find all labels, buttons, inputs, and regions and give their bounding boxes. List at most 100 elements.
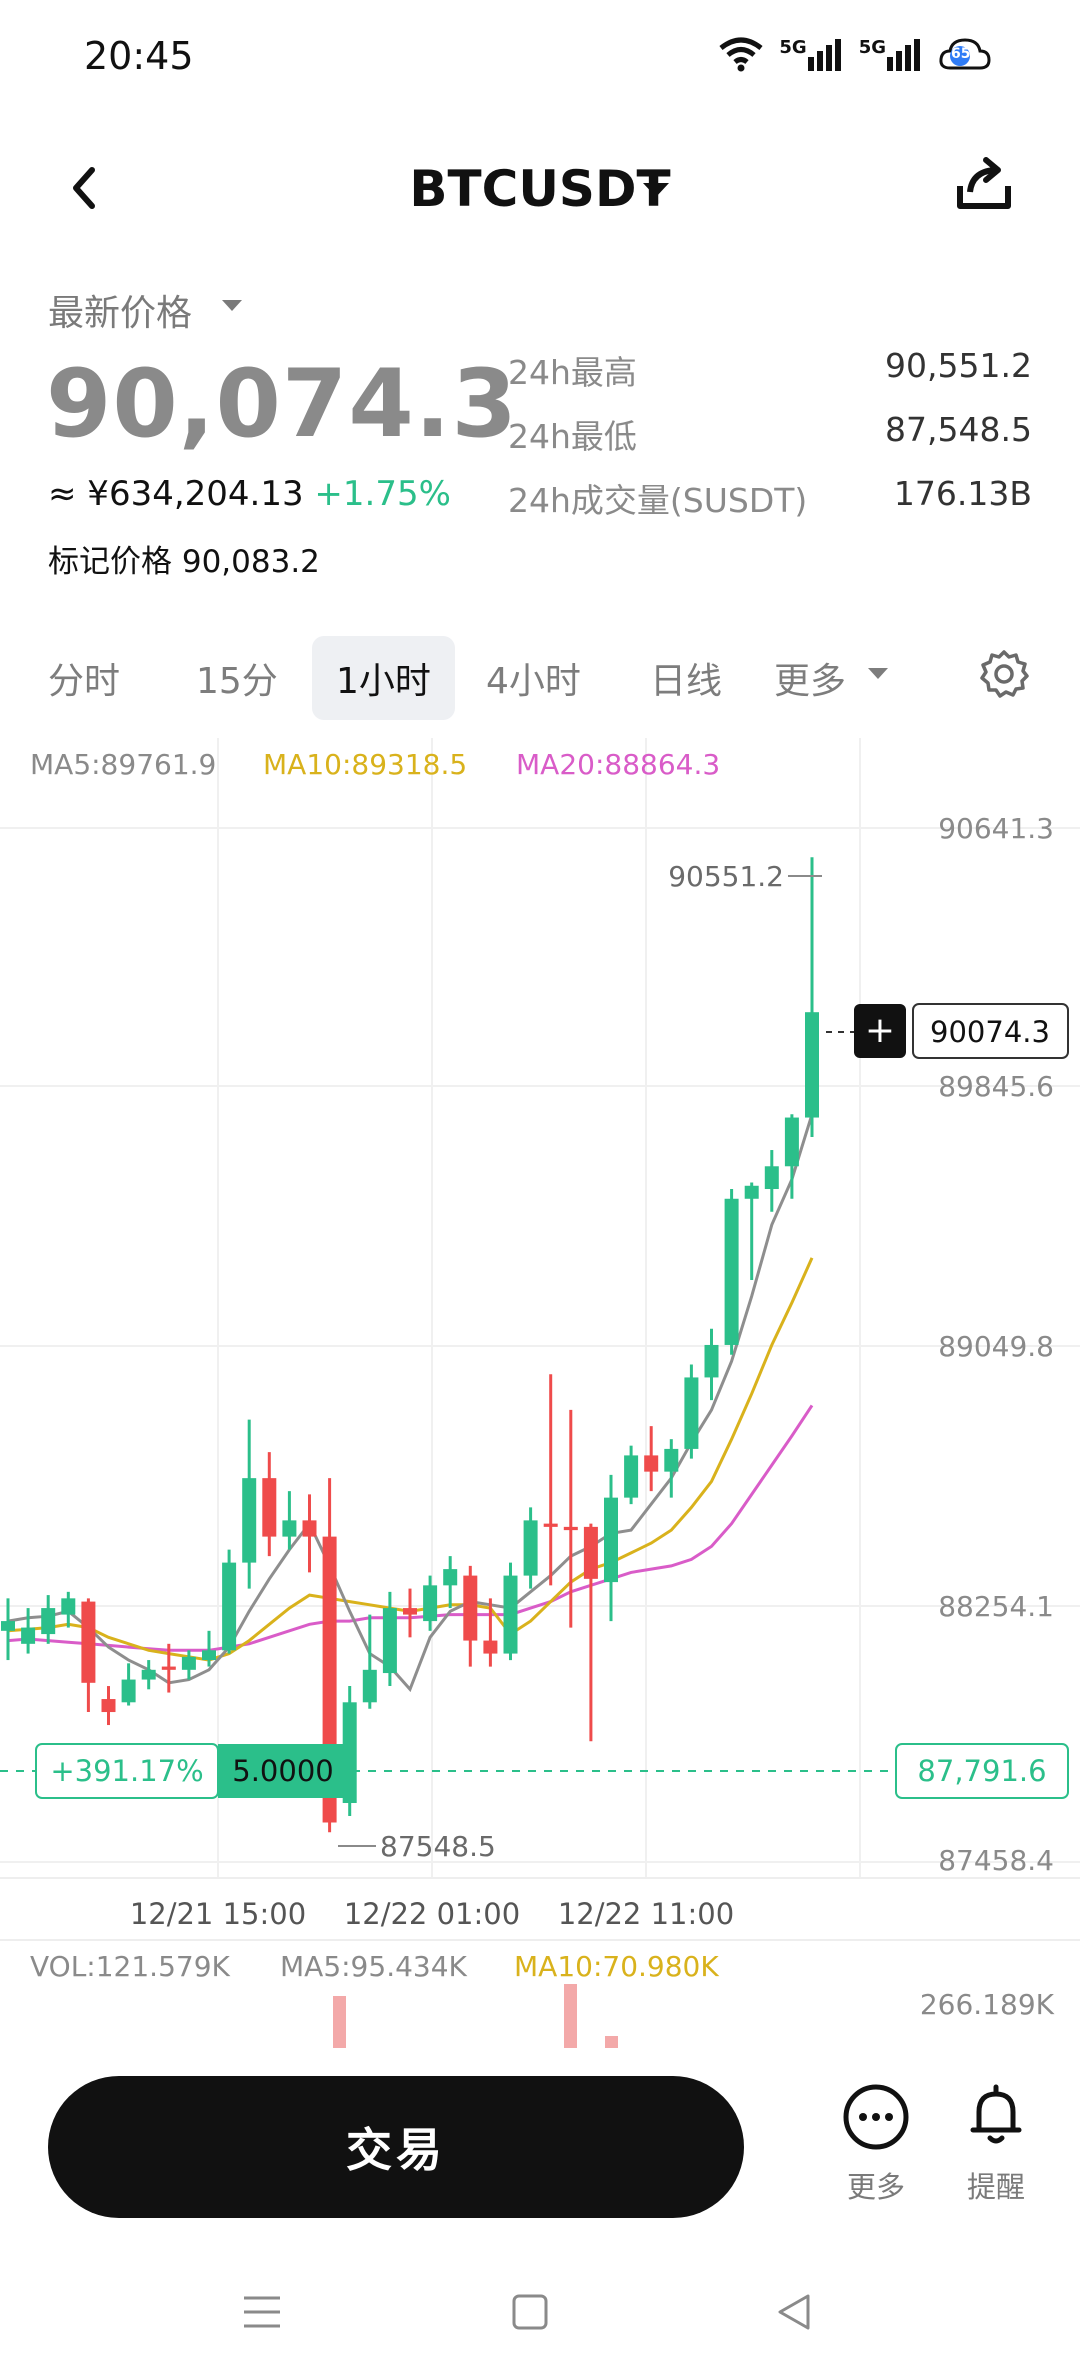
candle-body bbox=[805, 1012, 819, 1118]
signal-5g-icon: 5G bbox=[779, 37, 842, 71]
back-button[interactable] bbox=[62, 158, 112, 218]
candle-body bbox=[744, 1185, 759, 1199]
candle-body bbox=[242, 1478, 257, 1563]
signal-5g-icon-2: 5G bbox=[859, 37, 922, 71]
candle-body bbox=[403, 1608, 417, 1615]
candle-body bbox=[684, 1377, 699, 1449]
candle-body bbox=[523, 1520, 538, 1576]
candle-body bbox=[543, 1523, 558, 1527]
stat-volume-value: 176.13B bbox=[893, 474, 1032, 513]
alert-label: 提醒 bbox=[966, 2170, 1025, 2204]
x-tick-label: 12/22 01:00 bbox=[344, 1897, 520, 1931]
trade-button[interactable]: 交易 bbox=[48, 2076, 744, 2218]
y-tick-label: 88254.1 bbox=[938, 1590, 1054, 1623]
position-size: 5.0000 bbox=[232, 1754, 333, 1788]
volume-label: VOL:121.579K bbox=[30, 1950, 231, 1983]
home-square-icon[interactable] bbox=[508, 2290, 552, 2334]
candle-body bbox=[41, 1608, 56, 1635]
status-icons: 5G 5G 65 bbox=[719, 36, 992, 72]
candle-body bbox=[362, 1669, 377, 1703]
stat-high-value: 90,551.2 bbox=[885, 346, 1032, 385]
candle-body bbox=[604, 1497, 618, 1583]
candle-body bbox=[784, 1117, 799, 1167]
y-tick-label: 90641.3 bbox=[938, 812, 1054, 845]
y-tick-label: 87458.4 bbox=[938, 1844, 1054, 1877]
candle-body bbox=[704, 1344, 719, 1378]
chart-settings-button[interactable] bbox=[978, 648, 1030, 700]
tab-1h[interactable]: 1小时 bbox=[312, 636, 455, 720]
volume-bar bbox=[564, 1984, 577, 2048]
cloud-icon: 65 bbox=[938, 36, 992, 72]
last-price-tag-label: 90074.3 bbox=[930, 1015, 1050, 1049]
candle-body bbox=[382, 1608, 397, 1674]
share-button[interactable] bbox=[952, 152, 1016, 216]
caret-down-icon[interactable] bbox=[222, 300, 242, 311]
tab-more[interactable]: 更多 bbox=[774, 661, 847, 702]
candle-body bbox=[101, 1699, 116, 1713]
candle-body bbox=[21, 1627, 36, 1644]
candle-body bbox=[503, 1575, 518, 1654]
candle-body bbox=[563, 1526, 578, 1531]
tab-15m[interactable]: 15分 bbox=[196, 661, 278, 702]
x-tick-label: 12/22 11:00 bbox=[558, 1897, 734, 1931]
entry-price-label: 87,791.6 bbox=[917, 1754, 1046, 1788]
pair-title[interactable]: BTCUSDT bbox=[409, 160, 671, 218]
candle-body bbox=[644, 1455, 659, 1472]
high-marker-label: 90551.2 bbox=[668, 860, 784, 893]
candle-body bbox=[202, 1650, 216, 1661]
volume-axis-label: 266.189K bbox=[920, 1988, 1055, 2021]
stat-low-label: 24h最低 bbox=[508, 417, 637, 456]
gear-icon bbox=[980, 650, 1029, 698]
ma5-legend: MA5:89761.9 bbox=[30, 748, 216, 781]
tab-daily[interactable]: 日线 bbox=[650, 661, 723, 702]
chart-grid bbox=[0, 738, 1080, 1878]
candle-body bbox=[302, 1520, 317, 1537]
candle-body bbox=[583, 1526, 598, 1579]
wifi-icon bbox=[719, 37, 763, 72]
last-price-tag bbox=[912, 1003, 1069, 1059]
latest-price-label[interactable]: 最新价格 bbox=[48, 293, 193, 334]
kline-chart[interactable]: MA5:89761.9 MA10:89318.5 MA20:88864.3 90… bbox=[0, 738, 1080, 2048]
volume-ma5: MA5:95.434K bbox=[280, 1950, 468, 1983]
volume-bar bbox=[605, 2036, 618, 2048]
stat-high-label: 24h最高 bbox=[508, 353, 637, 392]
more-label: 更多 bbox=[846, 2170, 905, 2204]
candle-body bbox=[121, 1679, 136, 1703]
stat-low-value: 87,548.5 bbox=[885, 410, 1032, 449]
more-dots-icon bbox=[843, 2084, 909, 2150]
cny-value: 634,204.13 bbox=[108, 474, 304, 514]
entry-price-tag bbox=[895, 1743, 1069, 1799]
caret-down-icon[interactable] bbox=[643, 183, 669, 197]
candle-body bbox=[61, 1598, 76, 1615]
cny-prefix: ≈ ¥ bbox=[48, 474, 109, 514]
candle-body bbox=[443, 1569, 458, 1586]
tab-timeshare[interactable]: 分时 bbox=[48, 661, 121, 702]
stat-volume-label: 24h成交量(SUSDT) bbox=[508, 481, 808, 520]
bell-icon bbox=[970, 2084, 1022, 2144]
candle-body bbox=[624, 1455, 639, 1498]
volume-bar bbox=[333, 1996, 346, 2048]
change-percent: +1.75% bbox=[314, 474, 451, 514]
candle-body bbox=[181, 1656, 196, 1670]
share-icon bbox=[957, 157, 1011, 209]
plus-icon: + bbox=[865, 1010, 895, 1051]
back-triangle-icon[interactable] bbox=[772, 2290, 816, 2334]
crosshair-add-button[interactable] bbox=[854, 1004, 906, 1058]
alert-button[interactable]: 提醒 bbox=[946, 2082, 1046, 2206]
caret-down-icon[interactable] bbox=[868, 668, 888, 679]
more-button[interactable]: 更多 bbox=[826, 2082, 926, 2206]
candle-body bbox=[1, 1621, 15, 1631]
low-marker-label: 87548.5 bbox=[380, 1830, 496, 1863]
candle-body bbox=[141, 1669, 156, 1680]
menu-icon[interactable] bbox=[240, 2290, 284, 2334]
position-size-tag[interactable] bbox=[218, 1744, 348, 1798]
position-pnl: +391.17% bbox=[50, 1754, 203, 1788]
candle-body bbox=[664, 1448, 679, 1472]
candle-body bbox=[483, 1640, 498, 1654]
ma20-legend: MA20:88864.3 bbox=[516, 748, 720, 781]
candle-body bbox=[262, 1478, 277, 1537]
last-price: 90,074.3 bbox=[46, 350, 518, 459]
tab-4h[interactable]: 4小时 bbox=[486, 661, 581, 702]
candle-body bbox=[282, 1520, 297, 1537]
candle-body bbox=[423, 1585, 438, 1622]
